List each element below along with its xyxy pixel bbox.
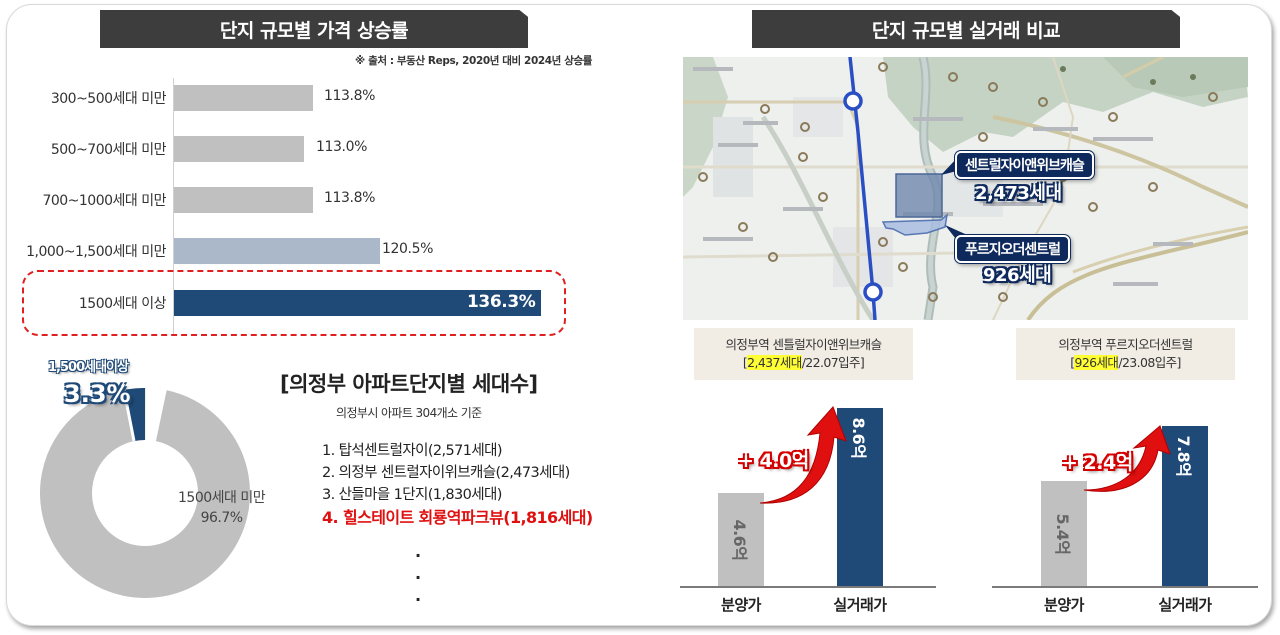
complex-info-box: 의정부역 센틀럴자이앤위브캐슬 [2,437세대/22.07입주]: [694, 328, 913, 380]
right-title-banner: 단지 규모별 실거래 비교: [752, 10, 1180, 48]
callout-name: 푸르지오더센트럴: [965, 242, 1061, 258]
increase-arrow-icon: [1083, 425, 1171, 492]
x-label: 분양가: [1044, 596, 1084, 614]
bar-value-label: 8.6억: [849, 417, 868, 459]
right-title: 단지 규모별 실거래 비교: [871, 19, 1061, 42]
left-title-banner: 단지 규모별 가격 상승률: [100, 10, 528, 48]
apartment-list-subtitle: 의정부시 아파트 304개소 기준: [336, 406, 482, 420]
donut-graphic: [40, 388, 250, 598]
donut-slice-large: [40, 388, 250, 598]
units-highlight: 926세대: [1074, 355, 1119, 370]
complex-info-box: 의정부역 푸르지오더센트럴 [926세대/23.08입주]: [1016, 328, 1235, 380]
location-map: 센트럴자이앤위브캐슬 2,473세대 푸르지오더센트럴 926세대: [683, 57, 1248, 320]
map-callout-count: 2,473세대: [975, 183, 1062, 204]
bar-category-label: 300~500세대 미만: [50, 91, 167, 107]
highlight-dashed-box: [22, 270, 566, 336]
bar-category-label: 500~700세대 미만: [50, 142, 167, 158]
complex-name: 의정부역 푸르지오더센트럴: [1058, 337, 1193, 352]
map-callout-count: 926세대: [983, 265, 1052, 286]
donut-slice-divider: [122, 389, 136, 442]
callout-name: 센트럴자이앤위브캐슬: [965, 158, 1085, 174]
bar-category-label: 700~1000세대 미만: [42, 193, 166, 209]
gain-label: + 4.0억: [738, 450, 809, 472]
bar: [174, 290, 541, 316]
source-note: ※ 출처 : 부동산 Reps, 2020년 대비 2024년 상승률: [355, 55, 592, 67]
bar-row: 700~1000세대 미만 113.8%: [0, 187, 580, 213]
bar: [174, 187, 313, 213]
x-axis: [680, 586, 936, 588]
bar-value-label: 4.6억: [730, 519, 749, 561]
complex-units-movein: [926세대/23.08입주]: [1070, 355, 1181, 370]
list-item-highlighted: 4. 힐스테이트 회룡역파크뷰(1,816세대): [322, 508, 593, 527]
complex-units-movein: [2,437세대/22.07입주]: [742, 355, 865, 370]
bar-value-label: 5.4억: [1053, 513, 1072, 555]
bar-row: 300~500세대 미만 113.8%: [0, 85, 580, 111]
x-label: 실거래가: [1158, 596, 1212, 614]
x-label: 분양가: [721, 596, 761, 614]
donut-small-slice-percent: 3.3%: [64, 380, 131, 408]
map-callout-centralxi: 센트럴자이앤위브캐슬: [955, 151, 1094, 179]
list-continuation-dots: · · ·: [415, 546, 422, 609]
gain-label: + 2.4억: [1062, 452, 1133, 474]
apartment-list: 1. 탑석센트럴자이(2,571세대) 2. 의정부 센트럴자이위브캐슬(2,4…: [322, 440, 593, 530]
donut-large-slice-label: 1500세대 미만 96.7%: [178, 488, 266, 528]
list-item: 3. 산들마을 1단지(1,830세대): [322, 487, 502, 503]
bar-row: 500~700세대 미만 113.0%: [0, 136, 580, 162]
bar-row-highlighted: 1500세대 이상 136.3%: [0, 290, 580, 316]
bar-value-label: 113.8%: [324, 88, 375, 104]
bar-value-label: 113.0%: [316, 139, 367, 155]
donut-small-slice-label: 1,500세대이상: [48, 360, 129, 375]
bar-value-label: 120.5%: [382, 241, 433, 257]
apartment-list-title: [의정부 아파트단지별 세대수]: [280, 372, 538, 396]
x-axis: [992, 586, 1258, 588]
bar-presale: 5.4억: [1041, 481, 1087, 587]
bar-presale: 4.6억: [718, 493, 764, 587]
list-item: 1. 탑석센트럴자이(2,571세대): [322, 443, 503, 459]
bar-value-label: 113.8%: [324, 190, 375, 206]
bar-row: 1,000~1,500세대 미만 120.5%: [0, 238, 580, 264]
bar-category-label: 1,000~1,500세대 미만: [26, 244, 166, 260]
units-highlight: 2,437세대: [747, 355, 802, 370]
donut-large-slice-percent: 96.7%: [200, 510, 243, 526]
bar-value-label: 136.3%: [467, 292, 536, 312]
donut-large-slice-name: 1500세대 미만: [178, 490, 266, 506]
bar-value-label: 7.8억: [1174, 435, 1193, 477]
map-callout-prugio: 푸르지오더센트럴: [955, 235, 1071, 263]
bar-chart-axis: [173, 78, 174, 336]
x-label: 실거래가: [833, 596, 887, 614]
bar: [174, 85, 313, 111]
complex-name: 의정부역 센틀럴자이앤위브캐슬: [725, 337, 883, 352]
increase-arrow-icon: [759, 406, 847, 504]
bar-category-label: 1500세대 이상: [78, 296, 167, 312]
bar: [174, 238, 380, 264]
donut-slice-small: [124, 388, 145, 442]
list-item: 2. 의정부 센트럴자이위브캐슬(2,473세대): [322, 465, 570, 481]
bar: [174, 136, 304, 162]
map-graphic: [683, 57, 1248, 320]
left-title: 단지 규모별 가격 상승률: [219, 19, 409, 42]
